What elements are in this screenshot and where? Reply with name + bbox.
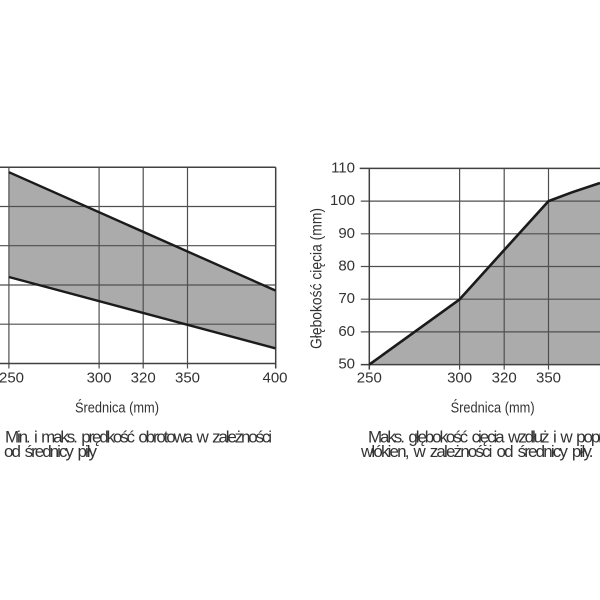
- svg-text:50: 50: [338, 356, 355, 373]
- svg-text:300: 300: [87, 369, 112, 386]
- svg-text:80: 80: [338, 258, 355, 275]
- svg-text:100: 100: [330, 192, 355, 209]
- svg-text:Średnica (mm): Średnica (mm): [451, 399, 535, 417]
- svg-text:Średnica (mm): Średnica (mm): [75, 399, 159, 417]
- svg-text:350: 350: [536, 369, 561, 386]
- svg-text:110: 110: [331, 159, 355, 176]
- svg-text:Maks. głębokość cięcia wzdłuż: Maks. głębokość cięcia wzdłuż i w poprze…: [368, 427, 600, 446]
- svg-text:320: 320: [131, 369, 156, 386]
- svg-text:70: 70: [338, 290, 355, 307]
- svg-text:320: 320: [492, 369, 517, 386]
- svg-text:300: 300: [447, 369, 472, 386]
- svg-text:250: 250: [0, 369, 24, 386]
- svg-text:60: 60: [338, 323, 355, 340]
- svg-text:od średnicy piły: od średnicy piły: [4, 442, 98, 461]
- svg-text:350: 350: [175, 369, 200, 386]
- svg-text:Głębokość cięcia (mm): Głębokość cięcia (mm): [308, 208, 325, 349]
- svg-text:400: 400: [262, 369, 287, 386]
- svg-text:Min. i maks. prędkość obrotowa: Min. i maks. prędkość obrotowa w zależno…: [5, 428, 272, 447]
- svg-text:90: 90: [338, 225, 355, 242]
- svg-text:włókien, w zależności od średn: włókien, w zależności od średnicy piły.: [360, 442, 594, 461]
- svg-text:250: 250: [357, 369, 382, 386]
